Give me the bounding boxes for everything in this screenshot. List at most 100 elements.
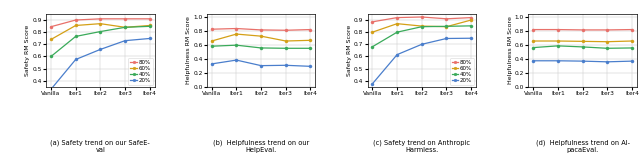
60% [604,41,611,43]
80% [257,29,265,31]
20% [579,60,586,62]
Text: (c) Safety trend on Anthropic
Harmless.: (c) Safety trend on Anthropic Harmless. [373,140,470,153]
80% [208,28,216,30]
80% [232,28,240,29]
20% [604,61,611,63]
80% [604,29,611,31]
20% [72,59,79,60]
40% [604,47,611,49]
60% [47,38,55,40]
40% [628,47,636,49]
60% [121,26,129,28]
60% [628,40,636,42]
Text: (a) Safety trend on our SafeE-
val: (a) Safety trend on our SafeE- val [51,140,150,153]
20% [97,49,104,50]
80% [393,17,401,18]
80% [579,29,586,31]
20% [146,38,154,39]
Y-axis label: Helpfulness RM Score: Helpfulness RM Score [508,16,513,84]
60% [232,33,240,35]
80% [554,29,562,31]
Legend: 80%, 60%, 40%, 20%: 80%, 60%, 40%, 20% [449,58,474,85]
Line: 80%: 80% [371,16,473,23]
40% [443,25,451,27]
40% [146,25,154,27]
20% [529,60,537,62]
Line: 20%: 20% [49,37,151,91]
80% [418,16,426,18]
20% [443,38,451,39]
80% [443,18,451,20]
40% [72,35,79,37]
60% [72,24,79,26]
60% [529,40,537,42]
80% [529,29,537,31]
40% [393,31,401,33]
60% [307,39,314,41]
40% [97,31,104,33]
80% [628,29,636,31]
Line: 60%: 60% [210,33,312,42]
40% [369,46,376,48]
60% [579,40,586,42]
80% [307,29,314,31]
40% [257,47,265,49]
Y-axis label: Safety RM Score: Safety RM Score [26,25,31,76]
Text: (b)  Helpfulness trend on our
HelpEval.: (b) Helpfulness trend on our HelpEval. [213,140,309,153]
60% [443,26,451,28]
60% [418,25,426,27]
Y-axis label: Safety RM Score: Safety RM Score [347,25,352,76]
60% [467,19,475,21]
60% [146,24,154,26]
20% [418,43,426,45]
40% [467,25,475,27]
Text: (d)  Helpfulness trend on Al-
pacaEval.: (d) Helpfulness trend on Al- pacaEval. [536,140,630,153]
Line: 60%: 60% [371,18,473,34]
80% [467,17,475,18]
60% [282,40,290,42]
Line: 60%: 60% [49,22,151,41]
40% [529,47,537,49]
80% [146,18,154,20]
40% [208,45,216,47]
20% [257,65,265,66]
20% [628,60,636,62]
Line: 20%: 20% [532,59,634,63]
80% [97,18,104,20]
40% [418,26,426,28]
20% [232,59,240,61]
80% [72,19,79,21]
40% [307,47,314,49]
80% [369,21,376,23]
20% [282,64,290,66]
60% [393,23,401,25]
Line: 80%: 80% [210,27,312,32]
40% [282,47,290,49]
40% [554,45,562,47]
80% [47,26,55,28]
20% [554,60,562,62]
40% [579,46,586,48]
20% [467,37,475,39]
Line: 80%: 80% [49,17,151,28]
60% [208,40,216,42]
20% [208,63,216,65]
60% [257,35,265,37]
Line: 20%: 20% [210,59,312,68]
Line: 60%: 60% [532,40,634,43]
20% [47,88,55,90]
60% [97,23,104,25]
Line: 40%: 40% [532,44,634,50]
Line: 40%: 40% [49,25,151,58]
80% [282,29,290,31]
40% [121,26,129,28]
Line: 80%: 80% [532,28,634,31]
Legend: 80%, 60%, 40%, 20%: 80%, 60%, 40%, 20% [128,58,153,85]
20% [369,83,376,85]
Line: 40%: 40% [210,44,312,50]
40% [47,55,55,57]
20% [307,65,314,67]
40% [232,44,240,46]
Line: 20%: 20% [371,37,473,85]
80% [121,18,129,20]
